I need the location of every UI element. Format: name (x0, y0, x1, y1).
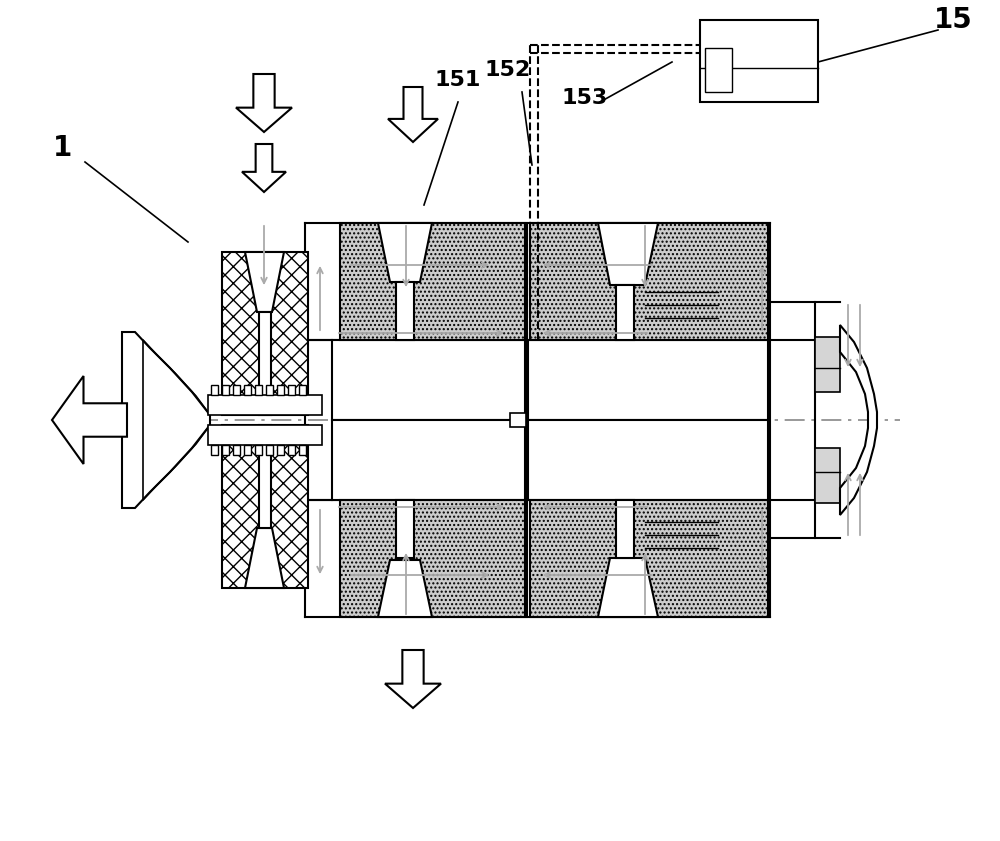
Polygon shape (598, 558, 658, 617)
Polygon shape (122, 332, 210, 508)
Bar (244, 445, 251, 455)
Bar (277, 445, 284, 455)
Text: 151: 151 (435, 70, 481, 90)
Polygon shape (388, 87, 438, 142)
Bar (528, 420, 768, 500)
Bar (530, 500, 768, 617)
Bar (528, 340, 768, 420)
Polygon shape (236, 74, 292, 132)
Polygon shape (245, 528, 284, 588)
Bar (208, 395, 322, 415)
Bar (616, 500, 634, 558)
Bar (259, 312, 271, 415)
Polygon shape (52, 376, 127, 464)
Polygon shape (840, 325, 877, 515)
Bar (616, 285, 634, 340)
Bar (255, 445, 262, 455)
Bar (266, 385, 273, 395)
Bar (396, 500, 414, 558)
Polygon shape (378, 223, 432, 282)
Polygon shape (385, 650, 441, 708)
Bar (277, 385, 284, 395)
Bar (340, 500, 525, 617)
Bar (288, 385, 295, 395)
Bar (530, 223, 768, 340)
Text: 152: 152 (485, 60, 531, 80)
Polygon shape (378, 560, 432, 617)
Bar (700, 20, 818, 102)
Polygon shape (245, 252, 284, 312)
Bar (815, 337, 840, 392)
Bar (288, 445, 295, 455)
Text: 1: 1 (52, 134, 72, 162)
Bar (332, 420, 525, 500)
Bar (299, 445, 306, 455)
Bar (208, 425, 322, 445)
Bar (299, 385, 306, 395)
Bar (705, 48, 732, 92)
Bar (255, 385, 262, 395)
Bar (233, 385, 240, 395)
Polygon shape (598, 223, 658, 285)
Bar (266, 445, 273, 455)
Bar (332, 340, 525, 420)
Bar (815, 448, 840, 503)
Bar (222, 385, 229, 395)
Bar (244, 385, 251, 395)
Bar (211, 385, 218, 395)
Polygon shape (242, 144, 286, 192)
Bar (396, 282, 414, 340)
Text: 153: 153 (562, 88, 608, 108)
Bar (259, 425, 271, 528)
Bar (510, 413, 526, 427)
Bar (211, 445, 218, 455)
Bar (340, 223, 525, 340)
Bar (222, 425, 308, 588)
Bar (222, 445, 229, 455)
Bar (222, 252, 308, 415)
Text: 15: 15 (934, 6, 972, 34)
Bar (233, 445, 240, 455)
